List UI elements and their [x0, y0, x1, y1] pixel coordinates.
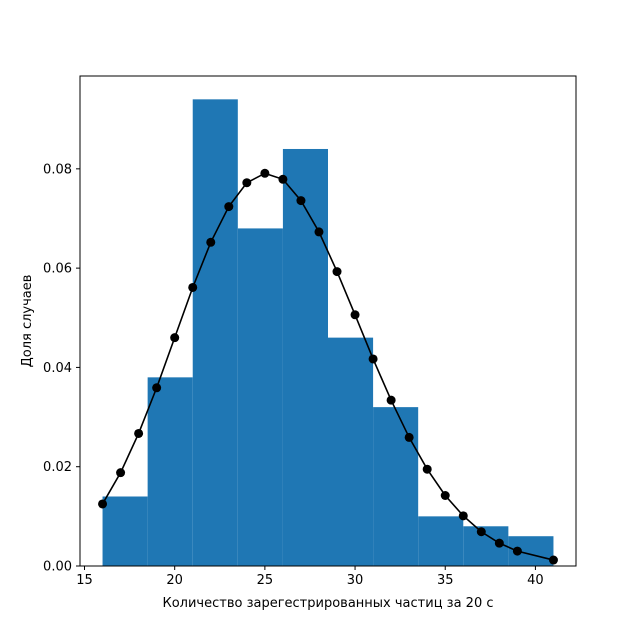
fit-line-point	[494, 538, 504, 548]
y-tick-label: 0.08	[43, 162, 72, 177]
fit-line-point	[152, 383, 162, 393]
fit-line-point	[134, 428, 144, 438]
fit-line-series	[98, 168, 558, 565]
fit-line-point	[350, 310, 360, 320]
fit-line-point	[224, 202, 234, 212]
y-axis: 0.00 0.02 0.04 0.06 0.08	[43, 162, 80, 575]
fit-line-point	[278, 174, 288, 184]
fit-line-point	[98, 499, 108, 509]
histogram-bar	[373, 407, 419, 566]
histogram-bar	[102, 496, 148, 566]
histogram-bar	[192, 99, 238, 566]
x-axis: 15 20 25 30 35 40	[76, 566, 544, 588]
fit-line-point	[314, 227, 324, 237]
x-tick-label: 25	[257, 573, 274, 588]
histogram-bar	[147, 377, 193, 566]
x-axis-label: Количество зарегестрированных частиц за …	[162, 596, 493, 611]
y-tick-label: 0.06	[43, 262, 72, 277]
fit-line-point	[440, 491, 450, 501]
fit-line-point	[512, 546, 522, 556]
y-tick-label: 0.04	[43, 361, 72, 376]
y-axis-label: Доля случаев	[20, 275, 35, 368]
x-tick-label: 35	[437, 573, 454, 588]
fit-line-point	[422, 464, 432, 474]
histogram-bar	[237, 228, 283, 566]
histogram-bar	[328, 337, 374, 566]
fit-line-point	[116, 468, 126, 478]
fit-line-point	[296, 196, 306, 206]
x-tick-label: 40	[527, 573, 544, 588]
histogram-bar	[418, 516, 464, 566]
histogram-bars	[102, 99, 554, 566]
fit-line-point	[476, 527, 486, 537]
fit-line-point	[386, 395, 396, 405]
fit-line-point	[260, 168, 270, 178]
y-tick-label: 0.02	[43, 460, 72, 475]
x-tick-label: 20	[166, 573, 183, 588]
fit-line-point	[242, 178, 252, 188]
fit-line-point	[170, 333, 180, 343]
fit-line-point	[368, 354, 378, 364]
fit-line-point	[332, 267, 342, 277]
fit-line-point	[404, 432, 414, 442]
fit-line-point	[206, 237, 216, 247]
fit-line-point	[548, 555, 558, 565]
fit-line-point	[188, 282, 198, 292]
plot-frame	[79, 75, 577, 567]
x-tick-label: 15	[76, 573, 93, 588]
histogram-bar	[282, 148, 328, 566]
y-tick-label: 0.00	[43, 560, 72, 575]
fit-line-point	[458, 511, 468, 521]
x-tick-label: 30	[347, 573, 364, 588]
